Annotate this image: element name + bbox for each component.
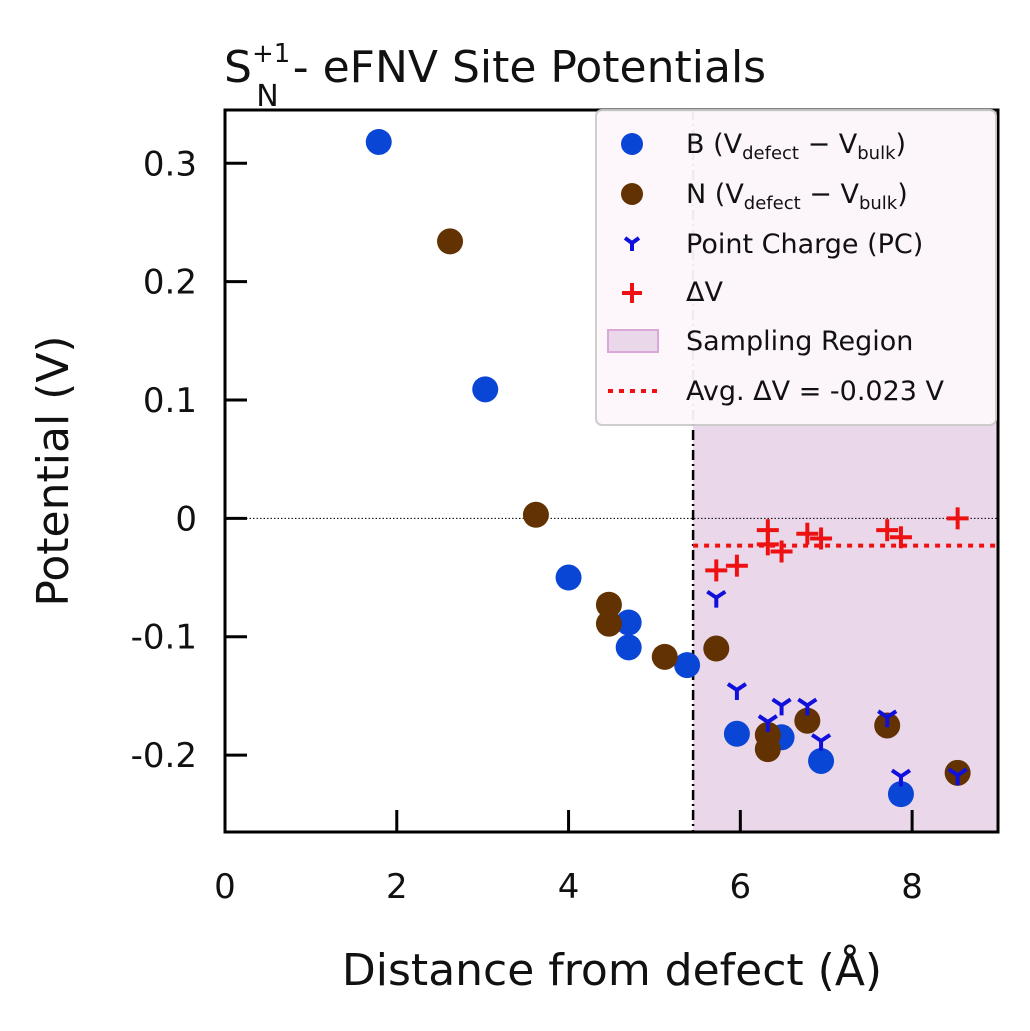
legend-marker-region <box>607 329 659 353</box>
point-circle-1-3 <box>595 610 622 637</box>
point-circle-1-1 <box>522 501 549 528</box>
chart-title: S+1 N - eFNV Site Potentials <box>224 39 766 114</box>
point-circle-0-6 <box>723 720 750 747</box>
point-plus-3-8 <box>889 526 912 549</box>
point-circle-1-2 <box>595 591 622 618</box>
legend-label-dv: ΔV <box>686 277 723 308</box>
title-rest: - eFNV Site Potentials <box>279 42 766 93</box>
legend-marker-pc <box>623 236 641 251</box>
point-plus-3-9 <box>946 507 969 530</box>
x-tick-label: 4 <box>558 867 580 907</box>
point-tri-down-2-7 <box>890 768 912 787</box>
x-tick-label: 6 <box>730 867 752 907</box>
legend-label-pc: Point Charge (PC) <box>686 229 923 260</box>
point-circle-0-1 <box>472 376 499 403</box>
legend-label-b: B (Vdefect − Vbulk) <box>686 129 906 164</box>
point-tri-down-2-3 <box>771 697 792 716</box>
y-axis-title: Potential (V) <box>28 335 79 606</box>
point-circle-0-3 <box>615 609 642 636</box>
point-circle-0-0 <box>365 128 392 155</box>
point-tri-down-2-4 <box>797 697 818 716</box>
point-circle-0-2 <box>555 564 582 591</box>
legend: B (Vdefect − Vbulk) N (Vdefect − Vbulk) … <box>595 109 997 426</box>
point-plus-3-3 <box>756 533 779 556</box>
y-tick-label: -0.2 <box>131 736 197 776</box>
point-circle-1-7 <box>754 736 781 763</box>
markers-layer <box>365 128 971 808</box>
point-plus-3-5 <box>796 522 819 545</box>
legend-marker-b <box>621 133 643 155</box>
point-circle-1-4 <box>651 643 678 670</box>
legend-box <box>595 109 997 426</box>
y-tick-label: 0.1 <box>143 381 197 421</box>
point-circle-0-8 <box>808 747 835 774</box>
point-circle-0-5 <box>674 652 701 679</box>
point-tri-down-2-8 <box>947 767 968 786</box>
legend-marker-n <box>621 183 643 205</box>
point-tri-down-2-2 <box>757 714 778 732</box>
point-plus-3-4 <box>770 540 793 563</box>
y-tick-label: 0.3 <box>143 144 197 184</box>
x-ticks: 0 2 4 6 8 <box>214 810 923 907</box>
point-tri-down-2-1 <box>726 682 748 700</box>
x-tick-label: 8 <box>901 867 923 907</box>
y-ticks: -0.2 -0.1 0 0.1 0.2 0.3 <box>131 144 247 776</box>
title-main: S <box>224 42 252 93</box>
title-sub: N <box>256 79 278 114</box>
y-tick-label: -0.1 <box>131 618 197 658</box>
legend-label-avg: Avg. ΔV = -0.023 V <box>686 376 945 407</box>
title-sup: +1 <box>252 39 290 69</box>
x-axis-title: Distance from defect (Å) <box>342 943 882 996</box>
y-tick-label: 0.2 <box>143 263 197 303</box>
point-circle-1-8 <box>794 707 821 734</box>
point-circle-1-0 <box>437 228 464 255</box>
legend-label-n: N (Vdefect − Vbulk) <box>686 179 908 214</box>
point-circle-0-9 <box>887 781 914 808</box>
point-tri-down-2-5 <box>810 733 832 751</box>
x-tick-label: 2 <box>386 867 408 907</box>
legend-marker-dv <box>622 283 642 303</box>
point-tri-down-2-0 <box>706 589 727 608</box>
y-tick-label: 0 <box>175 499 197 539</box>
point-plus-3-0 <box>705 559 728 582</box>
point-circle-1-5 <box>703 635 730 662</box>
point-circle-0-4 <box>615 634 642 661</box>
point-tri-down-2-6 <box>877 709 898 728</box>
x-tick-label: 0 <box>214 867 236 907</box>
legend-label-region: Sampling Region <box>686 326 913 357</box>
point-plus-3-1 <box>725 554 748 577</box>
point-plus-3-6 <box>810 527 833 550</box>
point-plus-3-7 <box>876 519 899 542</box>
